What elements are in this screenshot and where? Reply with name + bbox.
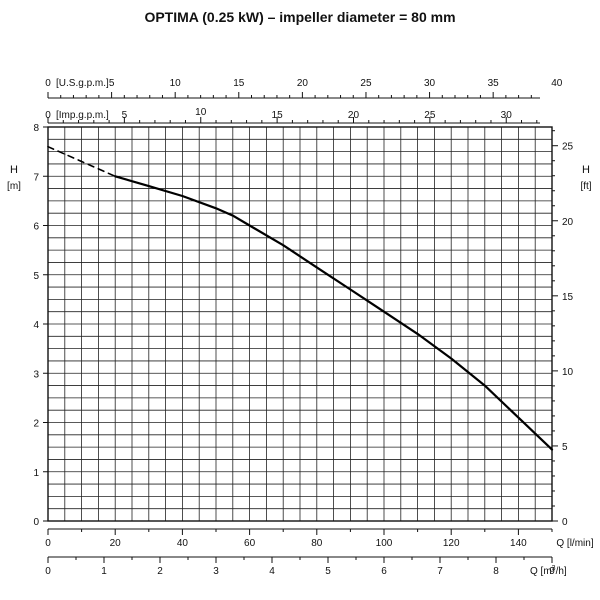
right-axis-tick-label: 0 [562,517,568,528]
bottom-axis-m3h-label: Q [m3/h] [530,565,567,577]
curve-point [47,146,49,148]
bottom-axis-m3h-tick-label: 8 [493,566,499,577]
curve-point [517,416,520,419]
curve-point [551,448,553,451]
curve-point [181,195,183,197]
curve-point [450,357,452,360]
top-axis-impgpm-tick-label: 25 [424,110,436,121]
curve-point [97,168,99,170]
bottom-axis-m3h-tick-label: 7 [437,566,443,577]
bottom-axis-m3h-label-suffix: /h] [556,566,567,577]
right-axis-unit: [ft] [580,181,591,192]
bottom-axis-m3h-tick-label: 5 [325,566,331,577]
top-axis-usgpm-tick-label: 25 [360,78,372,89]
bottom-axis-m3h-tick-label: 1 [101,566,107,577]
curve-point [114,175,116,177]
bottom-axis-lpm-tick-label: 60 [244,538,256,549]
bottom-axis-lpm-label: Q [l/min] [556,538,593,549]
top-axis-impgpm-tick-label: 15 [272,110,284,121]
curve-point [215,207,217,209]
left-axis-tick-label: 2 [33,419,39,430]
top-axis-impgpm-tick-label: 30 [501,110,513,121]
bottom-axis-lpm-tick-label: 140 [510,538,527,549]
right-axis-name: H [582,164,590,176]
bottom-axis-m3h-tick-label: 2 [157,566,163,577]
bottom-axis-m3h-tick-label: 4 [269,566,275,577]
top-axis-usgpm-tick-label: 0 [45,78,51,89]
curve-point [282,244,284,246]
bottom-axis-m3h-tick-label: 0 [45,566,51,577]
bottom-axis-m3h-tick-label: 3 [213,566,219,577]
bottom-axis-lpm-tick-label: 80 [311,538,323,549]
bottom-axis-lpm-tick-label: 120 [443,538,460,549]
right-axis-tick-label: 15 [562,292,574,303]
left-axis-tick-label: 3 [33,369,39,380]
bottom-axis-lpm-tick-label: 40 [177,538,189,549]
top-axis-impgpm-tick-label: 10 [195,107,207,118]
top-axis-impgpm-tick-label: 20 [348,110,360,121]
curve-point [316,266,318,268]
top-axis-impgpm-tick-label: 0 [45,110,51,121]
curves [47,145,554,451]
top-axis-usgpm-tick-label: 15 [233,78,245,89]
curve-point [383,311,385,313]
left-axis-tick-label: 5 [33,271,39,282]
left-axis-tick-label: 4 [33,320,39,331]
right-axis-tick-label: 25 [562,142,574,153]
left-axis-tick-label: 0 [33,517,39,528]
curve-point [417,333,419,335]
curve-point [249,224,251,227]
top-axis-usgpm-tick-label: 20 [297,78,309,89]
top-axis-usgpm-tick-label: 30 [424,78,436,89]
top-axis-usgpm-tick-label: 10 [170,78,182,89]
grid [47,126,553,522]
chart-title: OPTIMA (0.25 kW) – impeller diameter = 8… [144,9,456,25]
top-axis-usgpm-tick-label: 35 [488,78,500,89]
left-axis-tick-label: 7 [33,172,39,183]
left-axis-name: H [10,164,18,176]
bottom-axis-m3h-tick-label: 9 [549,566,555,577]
bottom-axis-lpm-tick-label: 0 [45,538,51,549]
left-axis-tick-label: 8 [33,123,39,134]
bottom-axis-lpm-tick-label: 20 [110,538,122,549]
bottom-axis-lpm-tick-label: 100 [376,538,393,549]
curve-point [232,215,234,217]
bottom-axis-m3h-tick-label: 6 [381,566,387,577]
left-axis-unit: [m] [7,181,21,192]
top-axis-usgpm-tick-label: 5 [109,78,115,89]
left-axis-tick-label: 1 [33,468,39,479]
top-axis-usgpm-tick-label: 40 [551,78,563,89]
bottom-axis-m3h-label-sup: 3 [552,565,556,572]
curve-point [148,185,150,187]
curve-point [484,384,486,387]
right-axis-tick-label: 20 [562,217,574,228]
curve-point [349,288,351,291]
right-axis-tick-label: 5 [562,442,568,453]
left-axis-tick-label: 6 [33,222,39,233]
curve-point [64,153,66,155]
right-axis-tick-label: 10 [562,367,574,378]
top-axis-impgpm-tick-label: 5 [122,110,128,121]
axes [43,92,558,563]
top-axis-usgpm-label: [U.S.g.p.m.] [56,78,109,89]
top-axis-impgpm-label: [Imp.g.p.m.] [56,110,109,121]
curve-point [81,160,83,163]
